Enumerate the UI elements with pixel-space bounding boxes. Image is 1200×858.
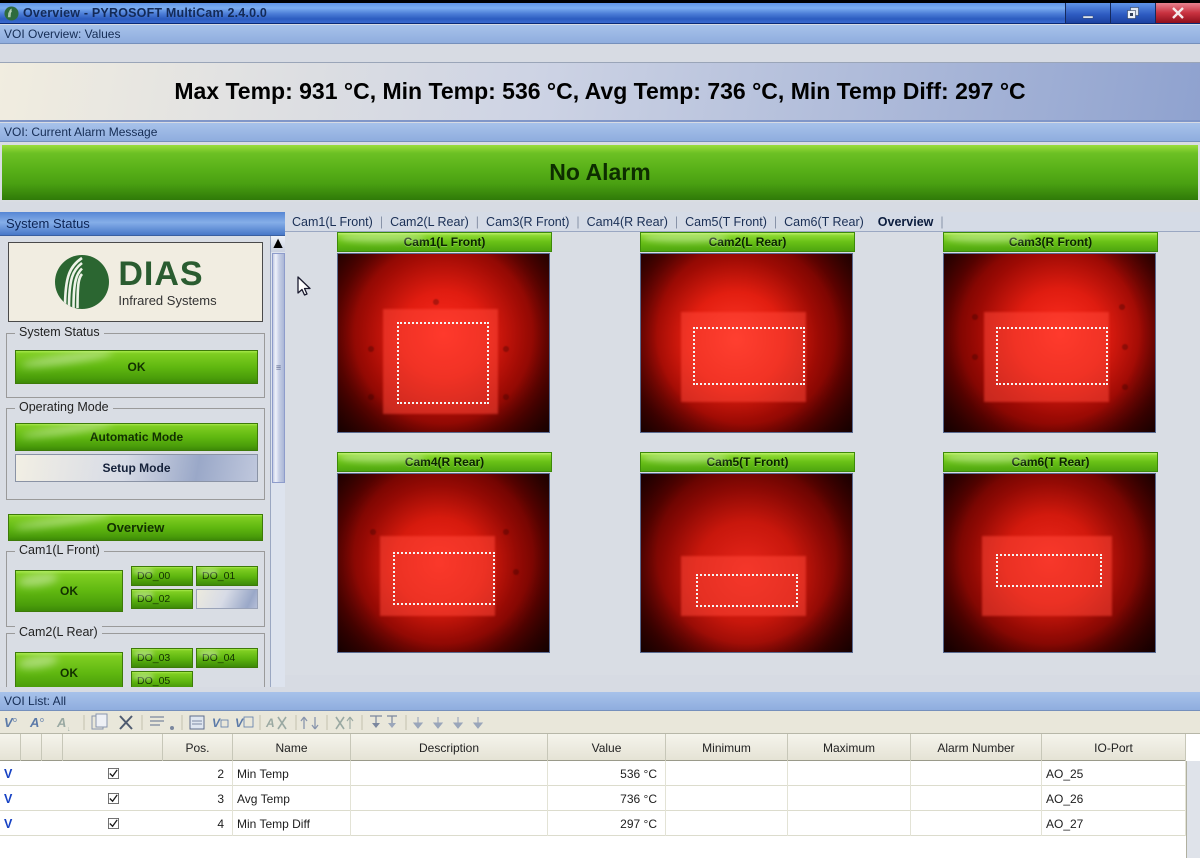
svg-text:o: o: [13, 717, 17, 724]
svg-text:↓: ↓: [67, 726, 71, 731]
svg-text:V: V: [235, 716, 244, 730]
svg-text:o: o: [40, 717, 44, 724]
svg-text:A: A: [265, 716, 275, 730]
svg-text:A: A: [29, 715, 39, 730]
svg-text:A: A: [56, 715, 66, 730]
svg-text:V: V: [212, 716, 221, 730]
